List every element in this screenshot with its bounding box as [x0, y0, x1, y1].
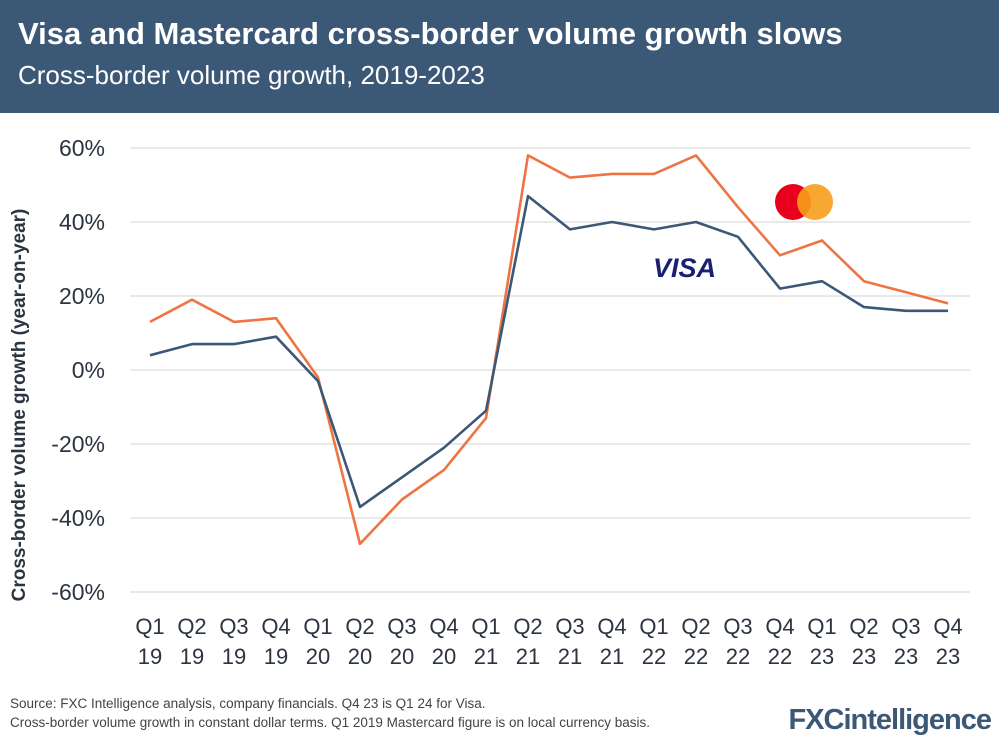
x-tick-label: Q4: [261, 614, 290, 639]
x-tick-label: Q2: [345, 614, 374, 639]
x-tick-label: Q4: [765, 614, 794, 639]
x-tick-label: Q3: [555, 614, 584, 639]
series-line-visa: [149, 194, 948, 509]
x-tick-label: 20: [432, 644, 456, 669]
y-tick-label: -60%: [51, 579, 105, 605]
x-tick-label: 21: [516, 644, 540, 669]
x-tick-label: Q3: [891, 614, 920, 639]
x-tick-label: Q2: [513, 614, 542, 639]
x-tick-label: Q1: [303, 614, 332, 639]
x-tick-label: 19: [264, 644, 288, 669]
x-tick-label: Q2: [177, 614, 206, 639]
x-tick-label: Q1: [807, 614, 836, 639]
header-banner: Visa and Mastercard cross-border volume …: [0, 0, 999, 113]
mastercard-logo: [775, 184, 833, 220]
x-tick-label: 23: [936, 644, 960, 669]
y-tick-label: 40%: [59, 209, 105, 235]
x-tick-label: Q3: [387, 614, 416, 639]
x-tick-label: Q1: [135, 614, 164, 639]
series-line-mastercard: [149, 154, 949, 546]
x-tick-label: Q4: [429, 614, 458, 639]
x-tick-label: 22: [768, 644, 792, 669]
y-tick-label: 0%: [72, 357, 105, 383]
x-tick-label: Q3: [219, 614, 248, 639]
y-tick-label: 20%: [59, 283, 105, 309]
x-tick-label: 19: [180, 644, 204, 669]
x-tick-label: Q1: [639, 614, 668, 639]
x-tick-label: 23: [894, 644, 918, 669]
visa-logo: VISA: [653, 253, 716, 283]
chart-subtitle: Cross-border volume growth, 2019-2023: [18, 60, 485, 90]
x-tick-label: Q4: [597, 614, 626, 639]
x-tick-label: Q4: [933, 614, 962, 639]
x-tick-label: Q2: [849, 614, 878, 639]
chart-title: Visa and Mastercard cross-border volume …: [18, 16, 843, 51]
x-tick-label: 19: [222, 644, 246, 669]
y-tick-label: -40%: [51, 505, 105, 531]
source-note: Source: FXC Intelligence analysis, compa…: [10, 696, 486, 711]
x-tick-label: Q3: [723, 614, 752, 639]
x-tick-label: 22: [684, 644, 708, 669]
y-tick-label: 60%: [59, 135, 105, 161]
x-tick-label: 22: [642, 644, 666, 669]
x-tick-label: Q1: [471, 614, 500, 639]
x-tick-label: 20: [348, 644, 372, 669]
x-tick-label: 20: [306, 644, 330, 669]
x-tick-label: 21: [600, 644, 624, 669]
x-tick-label: 21: [558, 644, 582, 669]
x-tick-label: 22: [726, 644, 750, 669]
x-tick-label: 21: [474, 644, 498, 669]
x-tick-label: Q2: [681, 614, 710, 639]
fxc-intelligence-logo: FXCintelligence: [788, 704, 992, 736]
methodology-note: Cross-border volume growth in constant d…: [10, 715, 651, 730]
x-tick-label: 19: [138, 644, 162, 669]
y-tick-label: -20%: [51, 431, 105, 457]
x-tick-label: 23: [810, 644, 834, 669]
y-axis-label: Cross-border volume growth (year-on-year…: [9, 209, 30, 602]
x-tick-label: 23: [852, 644, 876, 669]
x-tick-label: 20: [390, 644, 414, 669]
